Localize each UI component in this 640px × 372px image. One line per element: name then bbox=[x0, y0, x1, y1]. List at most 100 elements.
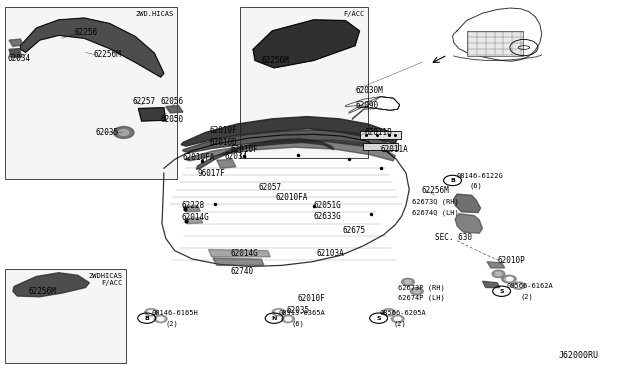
Circle shape bbox=[157, 317, 164, 321]
Bar bbox=[364, 143, 398, 150]
Text: 62010F: 62010F bbox=[210, 126, 237, 135]
Text: 62256M: 62256M bbox=[261, 56, 289, 65]
Polygon shape bbox=[253, 20, 360, 68]
Text: 08913-6365A: 08913-6365A bbox=[278, 310, 325, 316]
Text: B: B bbox=[144, 316, 149, 321]
Circle shape bbox=[413, 289, 420, 293]
Text: 62011B: 62011B bbox=[365, 128, 392, 137]
Polygon shape bbox=[9, 39, 23, 46]
Text: 62034: 62034 bbox=[8, 54, 31, 63]
Text: 62010D: 62010D bbox=[210, 138, 237, 147]
Text: 62057: 62057 bbox=[259, 183, 282, 192]
Text: (2): (2) bbox=[521, 294, 534, 300]
Bar bbox=[4, 269, 125, 363]
Circle shape bbox=[118, 129, 129, 135]
Circle shape bbox=[394, 317, 401, 321]
Circle shape bbox=[285, 317, 291, 321]
Circle shape bbox=[282, 315, 294, 323]
Text: 62010F: 62010F bbox=[231, 145, 259, 154]
Circle shape bbox=[495, 272, 502, 276]
Text: N: N bbox=[271, 316, 277, 321]
Text: 08566-6205A: 08566-6205A bbox=[380, 310, 426, 316]
Polygon shape bbox=[487, 262, 505, 268]
Text: 62010FA: 62010FA bbox=[183, 153, 216, 162]
Text: 62633G: 62633G bbox=[314, 212, 341, 221]
Circle shape bbox=[383, 309, 395, 316]
Polygon shape bbox=[185, 140, 395, 161]
Polygon shape bbox=[9, 49, 22, 58]
Text: 62010FA: 62010FA bbox=[275, 193, 308, 202]
Text: 62740: 62740 bbox=[231, 267, 254, 276]
Text: 62256M: 62256M bbox=[28, 287, 56, 296]
Text: 62674Q (LH): 62674Q (LH) bbox=[412, 209, 459, 216]
Text: S: S bbox=[376, 316, 381, 321]
Circle shape bbox=[386, 310, 392, 314]
Circle shape bbox=[275, 310, 282, 314]
Circle shape bbox=[404, 280, 411, 284]
Circle shape bbox=[401, 278, 414, 286]
Text: 62056: 62056 bbox=[160, 97, 183, 106]
Text: 62675: 62675 bbox=[342, 226, 365, 235]
Text: 62035: 62035 bbox=[287, 306, 310, 315]
Text: 62030M: 62030M bbox=[355, 86, 383, 94]
Text: 62034: 62034 bbox=[225, 152, 248, 161]
Polygon shape bbox=[20, 18, 164, 77]
Text: F/ACC: F/ACC bbox=[343, 11, 365, 17]
Polygon shape bbox=[455, 214, 483, 233]
Circle shape bbox=[504, 275, 516, 283]
Bar bbox=[4, 7, 177, 179]
Bar bbox=[360, 131, 401, 139]
Polygon shape bbox=[166, 106, 183, 113]
Text: (2): (2) bbox=[394, 320, 406, 327]
Polygon shape bbox=[13, 273, 90, 297]
Polygon shape bbox=[217, 160, 236, 168]
Polygon shape bbox=[185, 218, 203, 224]
Text: (6): (6) bbox=[470, 183, 483, 189]
Text: (6): (6) bbox=[291, 320, 304, 327]
Polygon shape bbox=[183, 130, 392, 153]
Bar bbox=[241, 7, 368, 158]
Circle shape bbox=[502, 275, 515, 283]
Polygon shape bbox=[196, 139, 334, 169]
Polygon shape bbox=[183, 206, 200, 212]
Circle shape bbox=[410, 288, 423, 295]
Circle shape bbox=[113, 126, 134, 138]
Text: 62050: 62050 bbox=[160, 115, 183, 124]
Text: 62090: 62090 bbox=[355, 101, 378, 110]
Text: B: B bbox=[450, 178, 455, 183]
Bar bbox=[467, 31, 523, 56]
Text: 62256M: 62256M bbox=[94, 51, 122, 60]
Text: 62673Q (RH): 62673Q (RH) bbox=[412, 198, 459, 205]
Text: 08566-6162A: 08566-6162A bbox=[507, 283, 554, 289]
Text: 62051G: 62051G bbox=[314, 201, 341, 210]
Text: 62673P (RH): 62673P (RH) bbox=[397, 284, 445, 291]
Polygon shape bbox=[138, 108, 166, 121]
Polygon shape bbox=[209, 250, 270, 257]
Polygon shape bbox=[181, 116, 397, 146]
Text: 62228: 62228 bbox=[181, 201, 204, 210]
Circle shape bbox=[392, 315, 404, 323]
Text: 62014G: 62014G bbox=[231, 249, 259, 258]
Text: 62010P: 62010P bbox=[497, 256, 525, 265]
Polygon shape bbox=[213, 258, 264, 265]
Circle shape bbox=[272, 309, 285, 316]
Text: 62010F: 62010F bbox=[298, 294, 326, 303]
Circle shape bbox=[492, 270, 505, 278]
Text: 08146-6165H: 08146-6165H bbox=[151, 310, 198, 316]
Text: (2): (2) bbox=[166, 320, 179, 327]
Text: 62035: 62035 bbox=[96, 128, 119, 137]
Text: 2WDHICAS
F/ACC: 2WDHICAS F/ACC bbox=[88, 273, 122, 286]
Text: 96017F: 96017F bbox=[198, 169, 225, 177]
Polygon shape bbox=[454, 194, 481, 212]
Text: 62014G: 62014G bbox=[181, 213, 209, 222]
Polygon shape bbox=[483, 281, 500, 288]
Text: S: S bbox=[499, 289, 504, 294]
Circle shape bbox=[516, 284, 522, 288]
Text: 62103A: 62103A bbox=[316, 249, 344, 258]
Text: SEC. 630: SEC. 630 bbox=[435, 233, 472, 242]
Text: 62257: 62257 bbox=[132, 97, 155, 106]
Text: J62000RU: J62000RU bbox=[559, 350, 599, 360]
Text: 62011A: 62011A bbox=[381, 145, 408, 154]
Circle shape bbox=[513, 282, 525, 289]
Circle shape bbox=[148, 310, 154, 314]
